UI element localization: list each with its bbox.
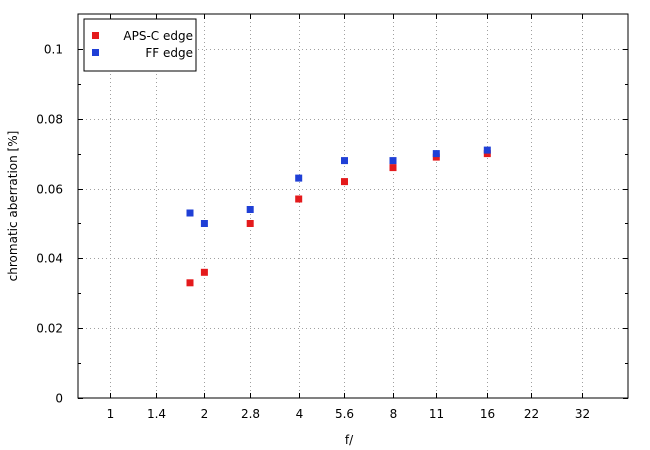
point-aps-c-5_6 bbox=[341, 178, 348, 186]
legend-box bbox=[83, 18, 197, 72]
y-tick-label: 0.04 bbox=[36, 252, 63, 266]
x-tick-label: 2 bbox=[201, 407, 209, 421]
legend-swatch-ff bbox=[92, 49, 99, 56]
x-tick-label: 11 bbox=[429, 407, 444, 421]
y-tick-label: 0 bbox=[55, 392, 63, 406]
data-points bbox=[186, 146, 491, 287]
point-aps-c-2 bbox=[200, 268, 208, 276]
point-ff-16 bbox=[483, 146, 491, 154]
grid bbox=[78, 14, 628, 398]
point-ff-2_8 bbox=[246, 206, 254, 213]
x-tick-label: 4 bbox=[296, 407, 304, 421]
point-aps-c-4 bbox=[295, 195, 303, 203]
y-tick-label: 0.08 bbox=[36, 113, 63, 127]
x-axis-label: f/ bbox=[345, 433, 354, 447]
y-tick-label: 0.1 bbox=[44, 43, 63, 57]
point-aps-c-2_8 bbox=[246, 220, 254, 227]
x-tick-label: 1.4 bbox=[147, 407, 166, 421]
point-ff-8 bbox=[389, 157, 397, 165]
point-ff-11 bbox=[432, 150, 440, 158]
x-tick-label: 1 bbox=[107, 407, 115, 421]
x-tick-label: 2.8 bbox=[241, 407, 260, 421]
legend-label-aps-c: APS-C edge bbox=[123, 29, 193, 43]
legend-swatch-aps-c bbox=[92, 32, 99, 39]
x-tick-label: 16 bbox=[480, 407, 495, 421]
y-tick-label: 0.06 bbox=[36, 183, 63, 197]
y-axis-label: chromatic aberration [%] bbox=[6, 131, 20, 282]
y-tick-label: 0.02 bbox=[36, 322, 63, 336]
point-ff-2 bbox=[200, 220, 208, 227]
x-axis: 1 1.4 2 2.8 4 5.6 8 11 16 22 32 bbox=[107, 14, 590, 421]
point-ff-1_8 bbox=[186, 209, 194, 217]
y-axis: 0 0.02 0.04 0.06 0.08 0.1 bbox=[36, 43, 628, 406]
legend-label-ff: FF edge bbox=[145, 46, 193, 60]
x-tick-label: 8 bbox=[390, 407, 398, 421]
point-ff-4 bbox=[295, 174, 303, 182]
legend: APS-C edge FF edge bbox=[83, 18, 197, 72]
point-aps-c-1_8 bbox=[186, 279, 194, 287]
x-tick-label: 22 bbox=[524, 407, 539, 421]
point-aps-c-8 bbox=[389, 164, 397, 172]
plot-frame bbox=[77, 13, 629, 399]
x-tick-label: 32 bbox=[575, 407, 590, 421]
x-tick-label: 5.6 bbox=[335, 407, 354, 421]
point-ff-5_6 bbox=[341, 157, 348, 165]
